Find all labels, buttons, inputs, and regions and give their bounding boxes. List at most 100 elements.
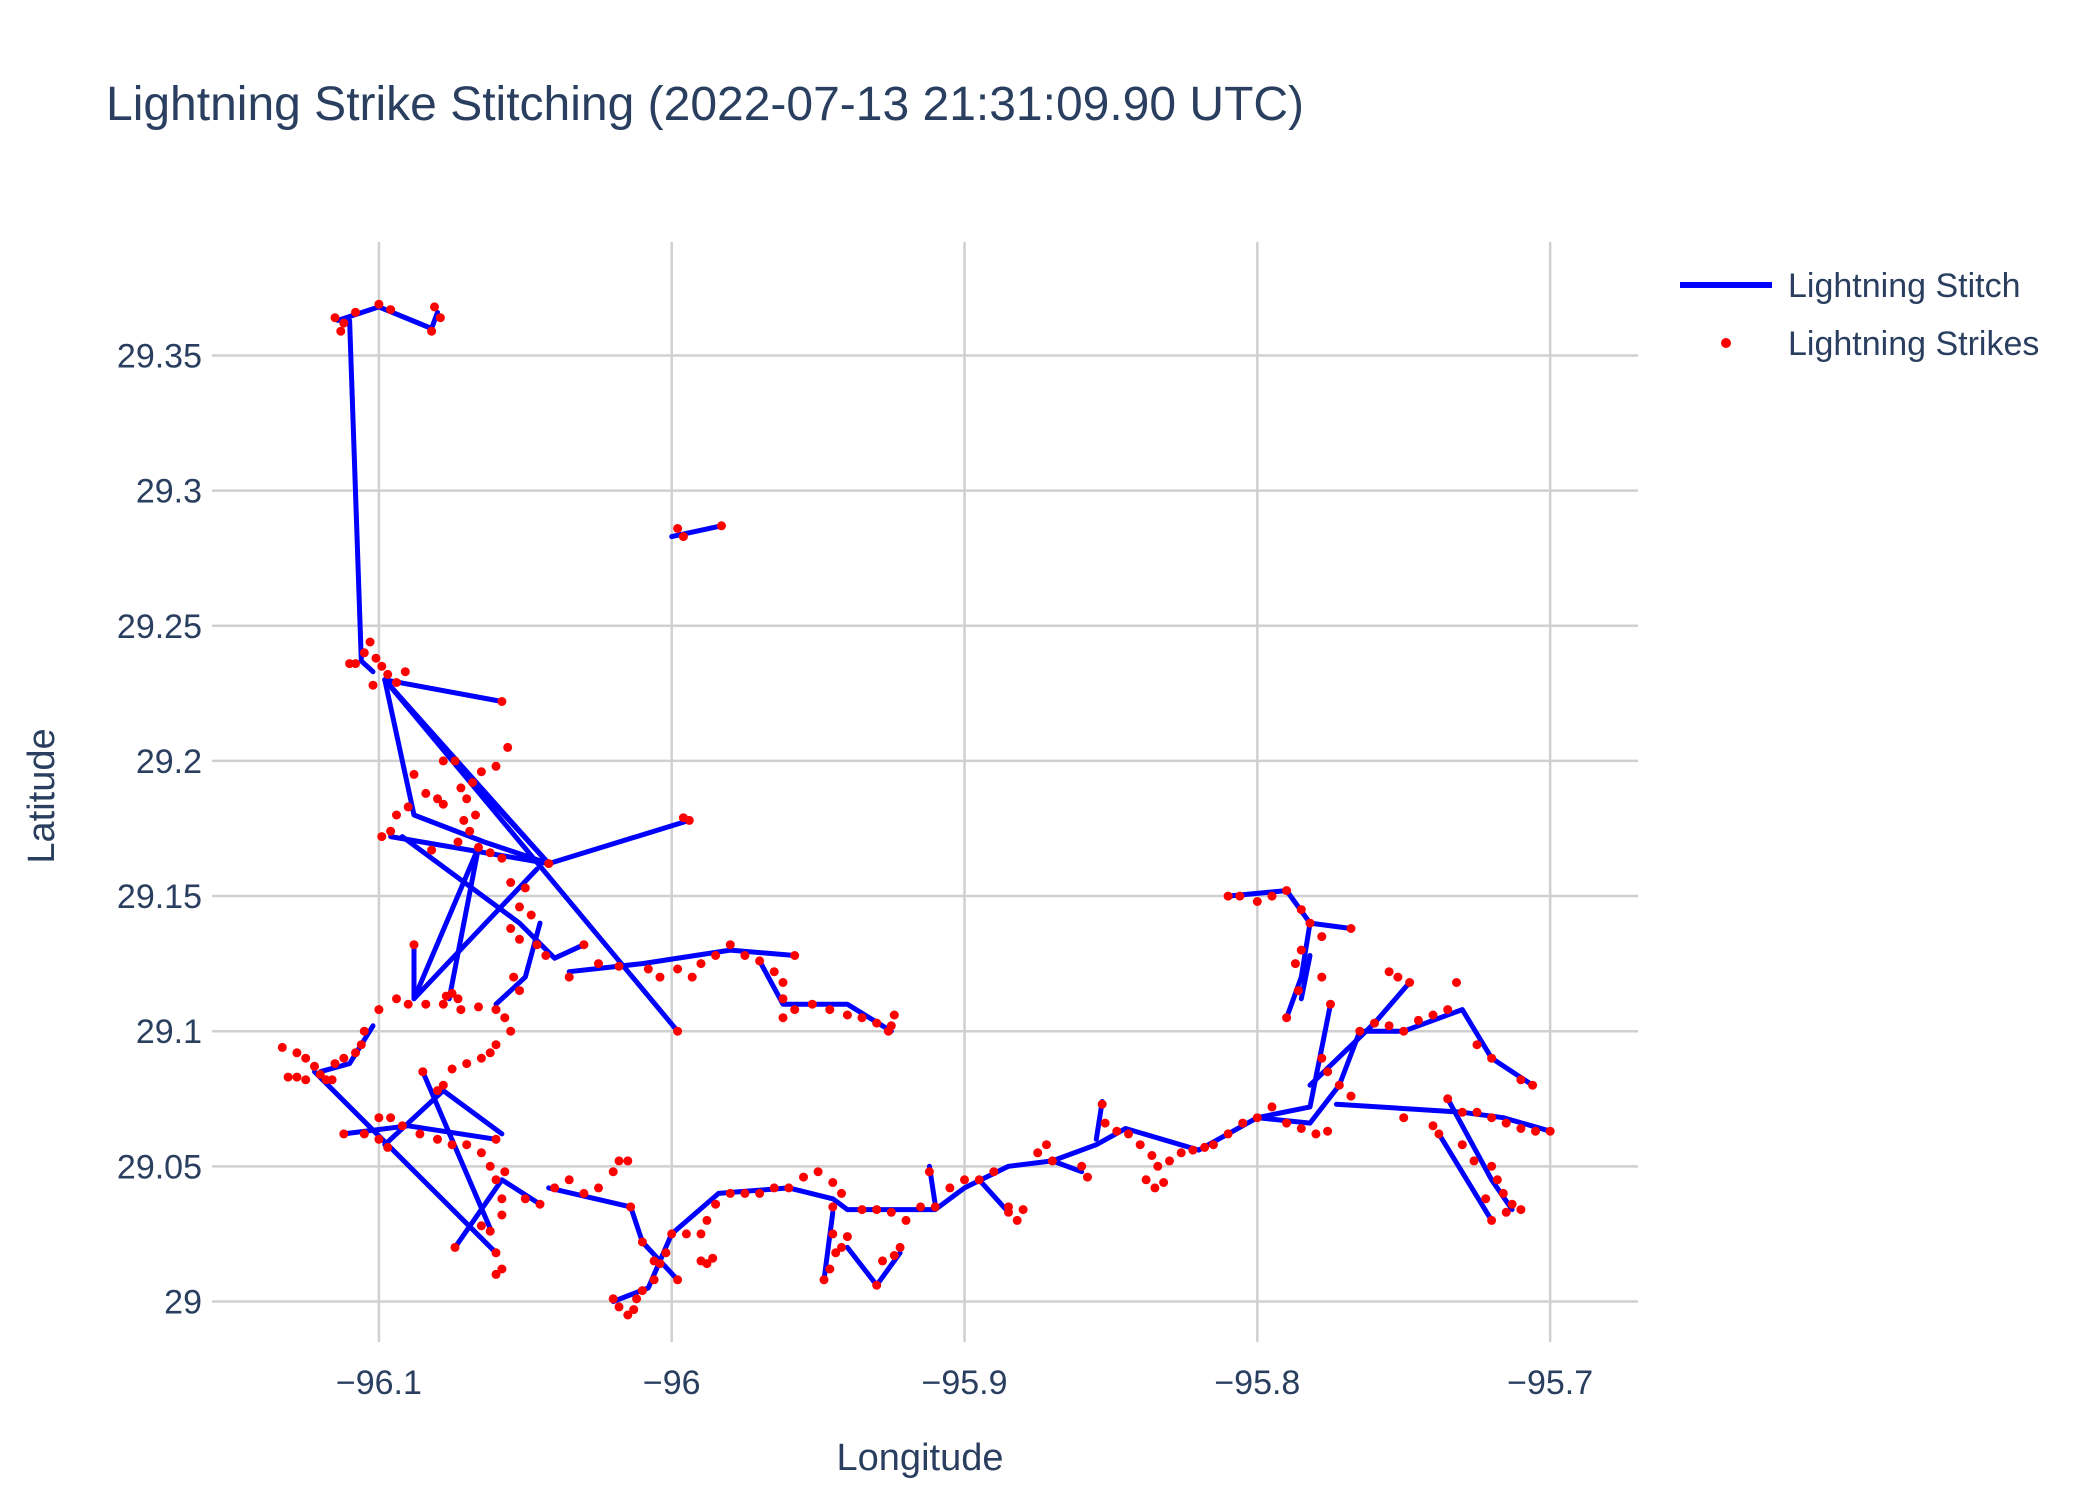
strike-point (778, 978, 788, 987)
x-axis-title: Longitude (837, 1437, 1004, 1479)
strike-point (515, 902, 524, 912)
strike-point (1323, 1126, 1333, 1136)
strike-point (799, 1172, 808, 1182)
strike-point (506, 878, 516, 887)
strike-point (1305, 918, 1315, 928)
strike-point (1317, 1053, 1327, 1063)
strike-point (790, 1005, 800, 1015)
strike-point (491, 761, 501, 771)
legend[interactable]: Lightning Stitch Lightning Strikes (1680, 267, 2039, 363)
x-tick-label: −96 (643, 1364, 701, 1402)
strike-point (415, 1129, 425, 1139)
strike-point (828, 1178, 838, 1187)
strike-point (684, 815, 694, 825)
strike-point (857, 1205, 867, 1215)
strike-point (497, 697, 507, 706)
strike-point (409, 769, 419, 779)
strike-point (1033, 1148, 1043, 1158)
strike-point (520, 1194, 530, 1204)
strike-point (292, 1072, 302, 1082)
strike-point (327, 1075, 337, 1085)
strike-point (1452, 978, 1461, 987)
strike-point (872, 1018, 882, 1028)
strike-point (594, 959, 603, 969)
legend-item-lightning-stitch[interactable]: Lightning Stitch (1680, 267, 2021, 305)
strike-point (532, 940, 542, 950)
strike-point (681, 1229, 691, 1239)
strike-point (383, 669, 393, 679)
strike-point (1135, 1140, 1145, 1150)
strike-point (1413, 1015, 1423, 1025)
x-axis-ticks: −96.1 −96 −95.9 −95.8 −95.7 (336, 1364, 1593, 1402)
strike-point (491, 1134, 501, 1144)
strike-point (1153, 1161, 1163, 1171)
strike-point (1150, 1183, 1160, 1193)
stitch-line (347, 317, 376, 675)
stitch-line (411, 844, 481, 1002)
strike-point (579, 1188, 589, 1198)
strike-point (339, 318, 349, 328)
strike-point (886, 1207, 896, 1217)
strike-point (447, 1064, 457, 1074)
strike-point (637, 1237, 647, 1247)
strike-point (916, 1202, 926, 1212)
strike-point (374, 299, 384, 309)
strike-point (1282, 1013, 1292, 1023)
strike-point (474, 1002, 483, 1012)
strike-point (1346, 1091, 1356, 1101)
strike-point (740, 1188, 750, 1198)
strike-point (1282, 1118, 1292, 1128)
strike-point (386, 1113, 396, 1123)
strike-point (643, 964, 653, 974)
strike-point (637, 1286, 647, 1296)
strike-point (421, 788, 431, 798)
legend-item-lightning-strikes[interactable]: Lightning Strikes (1721, 325, 2039, 363)
x-tick-label: −95.7 (1507, 1364, 1593, 1402)
x-tick-label: −95.9 (922, 1364, 1008, 1402)
strike-point (1311, 1129, 1321, 1139)
strike-point (828, 1229, 838, 1239)
stitch-line (1436, 1131, 1495, 1223)
strike-point (608, 1294, 618, 1304)
strike-point (1516, 1124, 1526, 1133)
strike-point (807, 999, 817, 1009)
strike-point (1252, 897, 1262, 906)
strike-point (1443, 1094, 1453, 1104)
strike-point (813, 1167, 823, 1177)
strike-point (526, 910, 536, 920)
strike-point (1267, 891, 1277, 901)
strike-point (433, 794, 442, 804)
strike-point (351, 1048, 360, 1058)
strike-point (1516, 1205, 1526, 1215)
strike-point (708, 1253, 718, 1263)
strike-point (711, 1199, 721, 1209)
strike-point (491, 1248, 501, 1258)
strike-point (667, 1229, 677, 1239)
stitch-line (1254, 1001, 1333, 1121)
strike-point (989, 1167, 999, 1177)
strike-point (459, 815, 469, 825)
strike-point (1428, 1010, 1438, 1020)
strike-point (351, 307, 360, 317)
strike-point (755, 1188, 765, 1198)
strike-point (825, 1005, 835, 1015)
stitch-line (382, 677, 505, 704)
strike-point (1317, 972, 1327, 982)
strike-point (1487, 1113, 1497, 1123)
strike-point (673, 1275, 683, 1285)
strike-point (365, 637, 375, 647)
strike-point (292, 1048, 302, 1058)
y-tick-label: 29.15 (117, 878, 202, 916)
stitch-line (1049, 1158, 1085, 1175)
strike-point (515, 934, 524, 944)
plot-area (212, 242, 1638, 1342)
strike-point (1498, 1188, 1508, 1198)
strike-point (438, 999, 448, 1009)
strike-point (717, 521, 726, 531)
strike-point (687, 972, 697, 982)
strike-point (277, 1042, 287, 1052)
strike-point (433, 1134, 442, 1144)
strike-point (541, 951, 551, 960)
strike-point (1165, 1156, 1174, 1166)
strike-point (837, 1242, 846, 1252)
